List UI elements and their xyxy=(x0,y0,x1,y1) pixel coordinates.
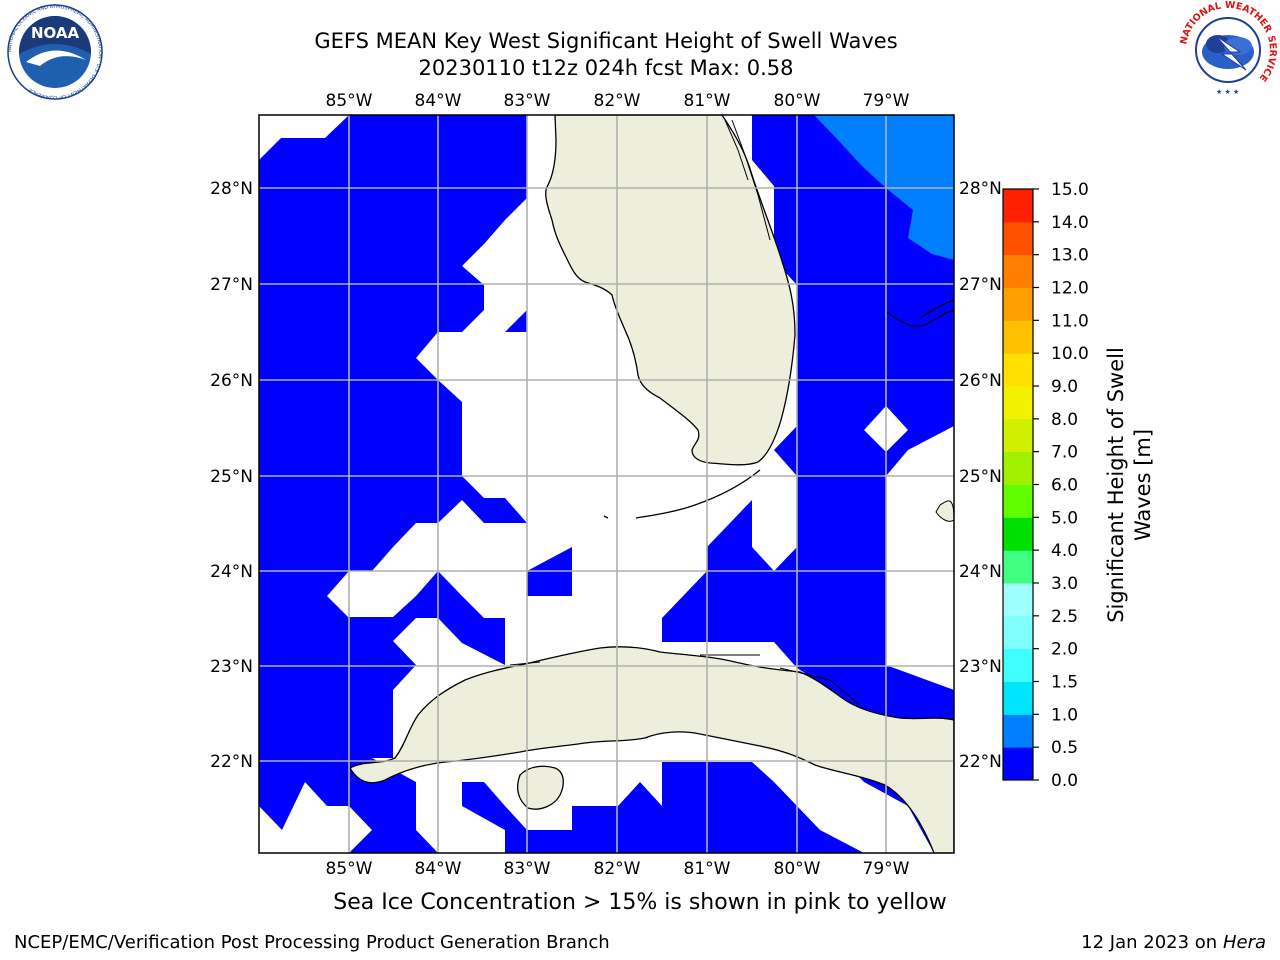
swell-region-gulf-small-1 xyxy=(505,310,527,332)
lon-labels-bottom: 85°W 84°W 83°W 82°W 81°W 80°W 79°W xyxy=(326,859,910,879)
colorbar-segment xyxy=(1003,714,1033,748)
noaa-logo-text: NOAA xyxy=(31,24,80,42)
colorbar-tick-label: 13.0 xyxy=(1051,246,1089,266)
lat-label: 22°N xyxy=(210,752,253,772)
colorbar-segment xyxy=(1003,451,1033,485)
land-cuba xyxy=(349,646,954,853)
colorbar-segment xyxy=(1003,221,1033,256)
noaa-logo: NOAA NATIONAL OCEANIC AND ATMOSPHERIC AD… xyxy=(7,4,103,100)
colorbar-segment xyxy=(1003,287,1033,321)
lat-label: 26°N xyxy=(210,371,253,391)
lon-label: 82°W xyxy=(594,91,641,111)
lat-labels-left: 28°N 27°N 26°N 25°N 24°N 23°N 22°N xyxy=(210,179,253,772)
lon-label: 81°W xyxy=(684,91,731,111)
colorbar-label-line2: Waves [m] xyxy=(1131,429,1155,541)
colorbar-segment xyxy=(1003,615,1033,650)
colorbar-segment xyxy=(1003,189,1033,223)
swell-region-gulf xyxy=(259,115,527,830)
colorbar-segment xyxy=(1003,353,1033,387)
colorbar-tick-label: 5.0 xyxy=(1051,508,1078,528)
lon-label: 79°W xyxy=(863,91,910,111)
colorbar-tick-label: 8.0 xyxy=(1051,410,1078,430)
lat-label: 24°N xyxy=(210,562,253,582)
nws-logo: NATIONAL WEATHER SERVICE ★ ★ ★ xyxy=(1178,0,1278,98)
colorbar-segment xyxy=(1003,681,1033,715)
map-title: GEFS MEAN Key West Significant Height of… xyxy=(314,29,898,53)
florida-keys xyxy=(603,469,761,519)
colorbar-tick-label: 14.0 xyxy=(1051,213,1089,233)
map-subtitle: 20230110 t12z 024h fcst Max: 0.58 xyxy=(418,56,794,80)
colorbar-tick-label: 0.5 xyxy=(1051,738,1078,758)
colorbar-segment xyxy=(1003,254,1033,288)
colorbar-tick-label: 7.0 xyxy=(1051,443,1078,463)
florida-coast-islands xyxy=(724,119,771,241)
lon-label: 84°W xyxy=(415,91,462,111)
lon-label: 84°W xyxy=(415,859,462,879)
colorbar-segment xyxy=(1003,386,1033,420)
lon-label: 82°W xyxy=(594,859,641,879)
colorbar-segment xyxy=(1003,418,1033,453)
lon-label: 85°W xyxy=(326,91,373,111)
lon-label: 80°W xyxy=(774,859,821,879)
lat-label: 27°N xyxy=(210,275,253,295)
footer-date: 12 Jan 2023 on Hera xyxy=(1081,932,1266,953)
lat-label: 27°N xyxy=(959,275,1002,295)
lat-label: 25°N xyxy=(210,467,253,487)
lon-label: 80°W xyxy=(774,91,821,111)
lon-label: 83°W xyxy=(504,859,551,879)
sea-ice-note: Sea Ice Concentration > 15% is shown in … xyxy=(333,890,947,915)
swell-region-caribbean xyxy=(462,762,864,853)
lon-label: 83°W xyxy=(504,91,551,111)
colorbar-label-line1: Significant Height of Swell xyxy=(1104,347,1128,623)
lat-label: 23°N xyxy=(959,657,1002,677)
lat-label: 24°N xyxy=(959,562,1002,582)
land-bahamas-abaco xyxy=(885,299,954,327)
colorbar-tick-label: 1.5 xyxy=(1051,673,1078,693)
colorbar-tick-label: 6.0 xyxy=(1051,476,1078,496)
lat-labels-right: 28°N 27°N 26°N 25°N 24°N 23°N 22°N xyxy=(959,179,1002,772)
lon-labels-top: 85°W 84°W 83°W 82°W 81°W 80°W 79°W xyxy=(326,91,910,111)
colorbar-segment xyxy=(1003,517,1033,551)
colorbar-segment xyxy=(1003,648,1033,682)
colorbar-segment xyxy=(1003,484,1033,518)
colorbar-tick-label: 9.0 xyxy=(1051,377,1078,397)
map-gridlines xyxy=(259,115,954,853)
colorbar-tick-label: 2.0 xyxy=(1051,640,1078,660)
colorbar-tick-label: 1.0 xyxy=(1051,705,1078,725)
colorbar: 0.0 0.5 1.0 1.5 2.0 2.5 3.0 4.0 5.0 6.0 7.0 8.0 9.0 1… xyxy=(1002,180,1089,791)
colorbar-tick-label: 12.0 xyxy=(1051,279,1089,299)
colorbar-segment xyxy=(1003,320,1033,354)
colorbar-tick-label: 11.0 xyxy=(1051,311,1089,331)
land-florida xyxy=(545,115,796,466)
colorbar-tick-label: 0.0 xyxy=(1051,771,1078,791)
lat-label: 28°N xyxy=(959,179,1002,199)
lat-label: 22°N xyxy=(959,752,1002,772)
colorbar-segment xyxy=(1003,747,1033,781)
lon-label: 85°W xyxy=(326,859,373,879)
lat-label: 23°N xyxy=(210,657,253,677)
colorbar-segment xyxy=(1003,550,1033,584)
lon-label: 81°W xyxy=(684,859,731,879)
land-isle-of-youth xyxy=(517,765,564,810)
footer-branch: NCEP/EMC/Verification Post Processing Pr… xyxy=(14,932,610,953)
swell-region-atlantic xyxy=(662,115,954,853)
map-frame xyxy=(258,114,955,854)
svg-text:★ ★ ★: ★ ★ ★ xyxy=(1216,88,1239,96)
lon-label: 79°W xyxy=(863,859,910,879)
lat-label: 26°N xyxy=(959,371,1002,391)
colorbar-segment xyxy=(1003,583,1033,617)
colorbar-tick-label: 4.0 xyxy=(1051,541,1078,561)
colorbar-tick-label: 2.5 xyxy=(1051,607,1078,627)
colorbar-tick-label: 10.0 xyxy=(1051,344,1089,364)
swell-region-atlantic-0.5-1.0m xyxy=(814,115,954,260)
lat-label: 25°N xyxy=(959,467,1002,487)
colorbar-tick-label: 3.0 xyxy=(1051,574,1078,594)
colorbar-tick-label: 15.0 xyxy=(1051,180,1089,200)
lat-label: 28°N xyxy=(210,179,253,199)
